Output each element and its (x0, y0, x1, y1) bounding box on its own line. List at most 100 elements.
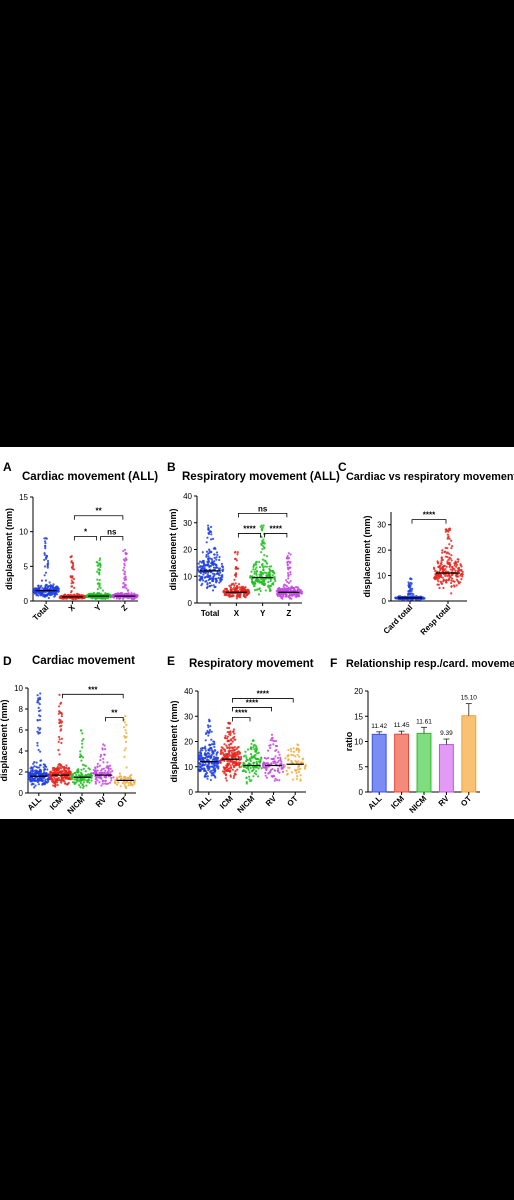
data-point (286, 571, 290, 575)
dot-cloud-z (111, 548, 139, 601)
data-point (276, 594, 280, 598)
data-point (101, 779, 105, 782)
y-tick-label: 0 (24, 597, 29, 606)
data-point (127, 784, 130, 787)
data-point (245, 766, 248, 770)
data-point (43, 553, 46, 556)
data-point (124, 747, 127, 750)
data-point (107, 770, 110, 773)
data-point (452, 580, 455, 583)
data-point (253, 755, 256, 758)
data-point (273, 779, 276, 782)
dot-cloud-icm (48, 693, 72, 788)
data-point (33, 760, 36, 764)
panel-title-e: Respiratory movement (189, 658, 314, 670)
data-point (39, 769, 42, 772)
data-point (264, 589, 267, 592)
data-point (94, 782, 98, 785)
data-point (215, 753, 218, 756)
data-point (263, 578, 266, 581)
data-point (447, 535, 450, 538)
data-point (124, 740, 128, 744)
data-point (270, 762, 273, 765)
bar-value-label: 9.39 (440, 730, 453, 737)
data-point (406, 593, 410, 596)
significance-label: ns (258, 504, 268, 513)
data-point (203, 757, 207, 760)
data-point (232, 752, 235, 755)
y-tick-label: 10 (19, 528, 28, 537)
data-point (36, 719, 39, 722)
data-point (262, 572, 265, 575)
dot-cloud-all (27, 692, 51, 789)
data-point (49, 771, 52, 774)
data-point (457, 568, 460, 571)
data-point (244, 596, 247, 599)
data-point (461, 573, 464, 576)
data-point (259, 589, 262, 593)
bar-value-label: 11.42 (371, 723, 387, 730)
data-point (95, 560, 98, 564)
data-point (293, 592, 296, 595)
data-point (227, 721, 230, 724)
data-point (446, 547, 449, 550)
data-point (39, 709, 42, 712)
data-point (272, 583, 275, 586)
data-point (107, 597, 110, 600)
data-point (266, 749, 270, 752)
data-point (70, 566, 74, 569)
data-point (197, 562, 200, 565)
x-tick-label: OT (285, 794, 299, 808)
data-point (451, 577, 454, 580)
data-point (252, 584, 256, 588)
data-point (262, 524, 265, 527)
data-point (293, 587, 296, 591)
data-point (257, 751, 260, 754)
data-point (207, 575, 210, 579)
data-point (123, 570, 127, 573)
data-point (260, 529, 264, 532)
data-point (215, 566, 218, 569)
data-point (253, 589, 257, 592)
data-point (58, 778, 61, 782)
data-point (221, 565, 224, 568)
data-point (47, 596, 50, 600)
data-point (118, 597, 121, 600)
data-point (275, 744, 279, 748)
panel-title-d: Cardiac movement (32, 655, 135, 667)
data-point (450, 554, 453, 557)
data-point (255, 566, 258, 569)
data-point (460, 578, 463, 581)
data-point (260, 536, 263, 539)
data-point (44, 764, 47, 768)
data-point (455, 584, 458, 587)
data-point (202, 573, 205, 576)
data-point (247, 768, 250, 771)
data-point (445, 570, 448, 573)
data-point (108, 593, 111, 596)
data-point (201, 764, 204, 767)
data-point (238, 586, 242, 589)
data-point (444, 530, 448, 533)
data-point (42, 763, 45, 766)
data-point (38, 718, 42, 722)
data-point (123, 718, 126, 721)
data-point (28, 777, 31, 781)
data-point (130, 773, 133, 777)
data-point (115, 776, 118, 779)
data-point (207, 531, 210, 535)
data-point (279, 763, 282, 766)
y-tick-label: 20 (377, 546, 386, 555)
data-point (56, 765, 59, 768)
significance-bracket (237, 533, 262, 538)
y-tick-label: 4 (19, 747, 24, 756)
data-point (276, 778, 279, 782)
data-point (282, 595, 285, 598)
data-point (252, 746, 255, 749)
data-point (250, 570, 253, 573)
data-point (103, 753, 106, 756)
data-point (207, 555, 210, 558)
data-point (256, 757, 259, 761)
data-point (234, 582, 237, 585)
data-point (249, 780, 252, 783)
